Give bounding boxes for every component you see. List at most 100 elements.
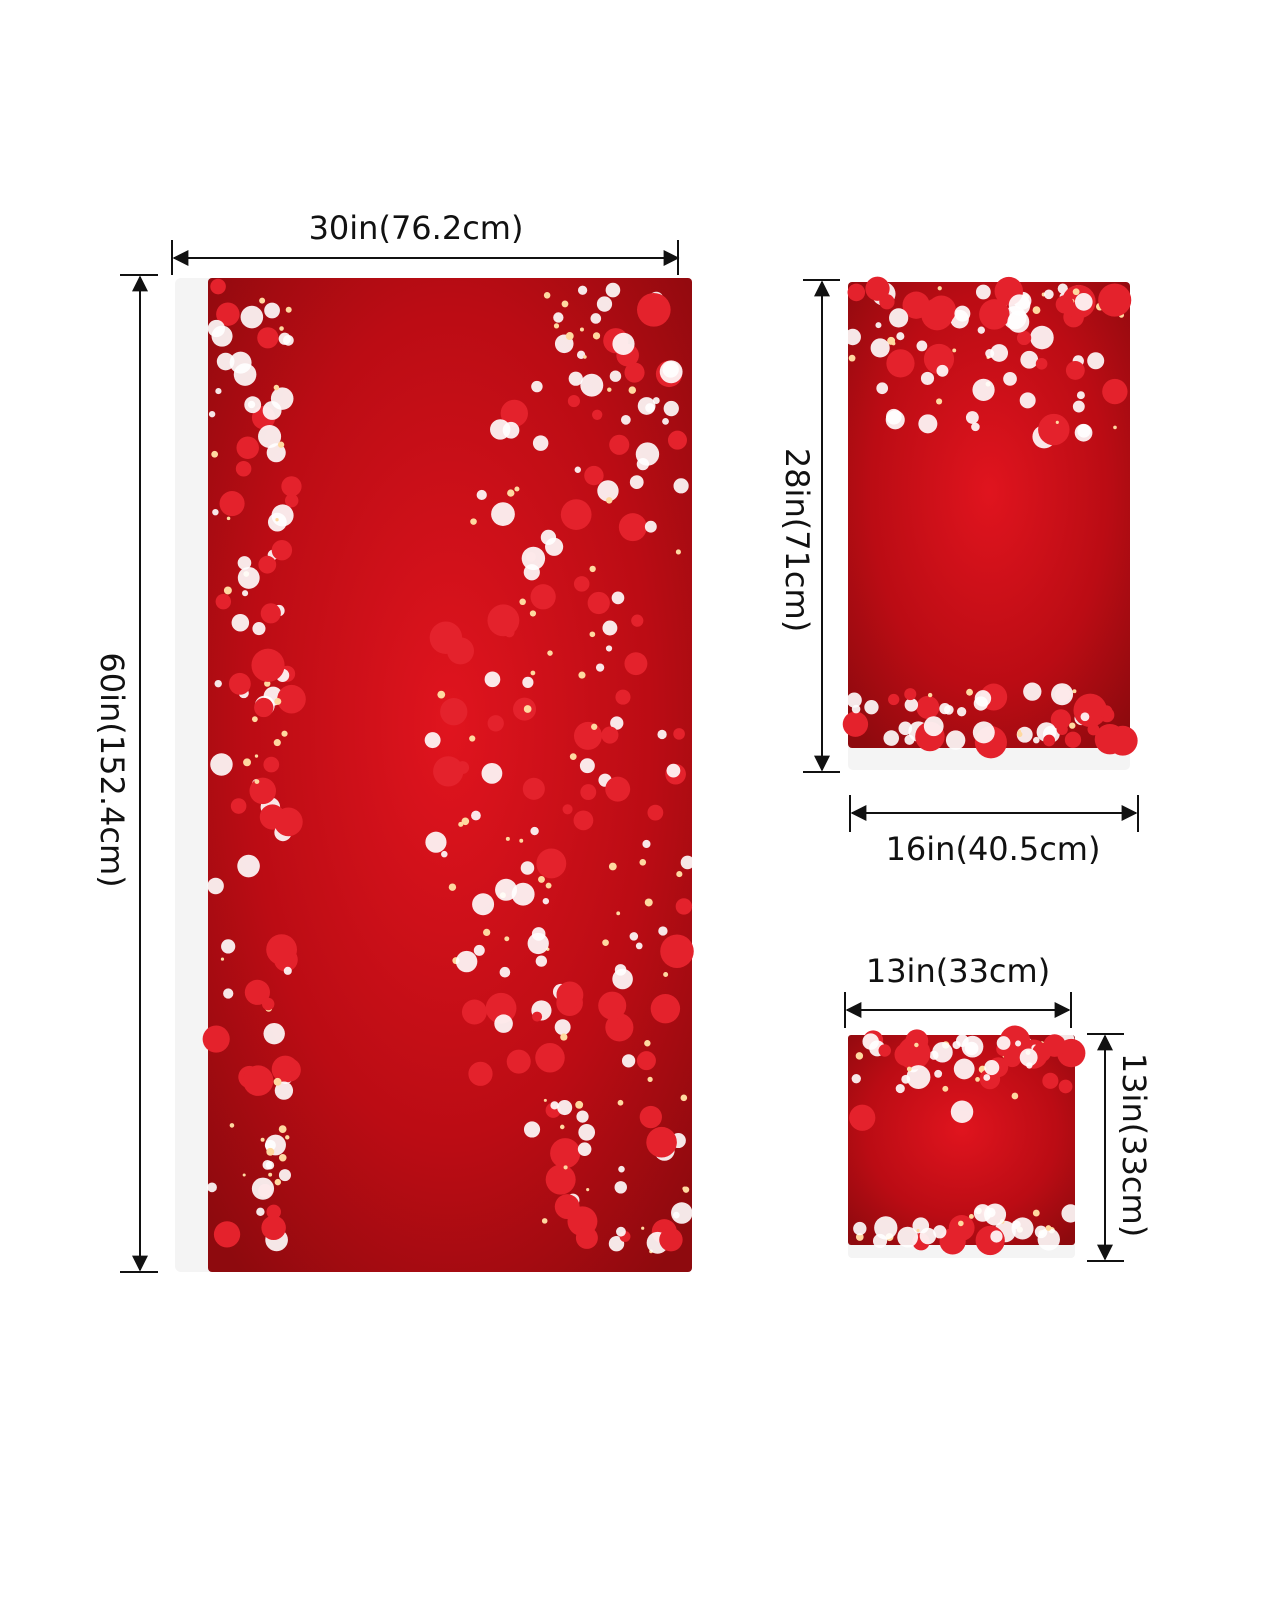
snowflake (271, 504, 294, 527)
snowflake (573, 576, 590, 592)
width-label: 30in(76.2cm) (309, 209, 524, 247)
snowflake (266, 1204, 281, 1220)
towel-body (848, 282, 1130, 748)
snowflake (612, 332, 635, 355)
snowflake (605, 1013, 634, 1042)
snowflake (523, 1121, 541, 1138)
sparkle (259, 297, 266, 304)
sparkle (1045, 1225, 1052, 1231)
snowflake (979, 299, 1010, 330)
snowflake (961, 1035, 984, 1058)
snowflake (1003, 1049, 1022, 1068)
snowflake (214, 679, 222, 688)
height-label: 13in(33cm) (1115, 1053, 1153, 1237)
snowflake (601, 726, 619, 744)
snowflake (221, 939, 236, 954)
snowflake (587, 591, 610, 615)
snowflake (1011, 1217, 1034, 1240)
snowflake (210, 278, 226, 295)
sparkle (223, 586, 232, 595)
snowflake (244, 979, 270, 1005)
sparkle (275, 518, 279, 522)
sparkle (579, 327, 584, 332)
snowflake (612, 968, 633, 990)
snowflake (278, 1169, 291, 1182)
height-label: 60in(152.4cm) (93, 652, 131, 887)
sparkle (254, 779, 260, 785)
snowflake (1035, 357, 1048, 370)
snowflake (545, 537, 564, 556)
snowflake (283, 334, 294, 346)
sparkle (561, 300, 569, 308)
snowflake (886, 408, 902, 425)
snowflake (264, 302, 280, 319)
snowflake (953, 1058, 975, 1080)
snowflake (904, 688, 917, 701)
snowflake (876, 382, 889, 395)
snowflake (1074, 292, 1093, 311)
snowflake (673, 478, 689, 494)
snowflake (1043, 734, 1056, 747)
snowflake (1061, 1204, 1080, 1223)
sparkle (251, 716, 258, 723)
snowflake (635, 942, 643, 950)
snowflake (1057, 283, 1068, 294)
snowflake (271, 1055, 299, 1083)
sparkle (916, 1228, 920, 1232)
sparkle (569, 753, 577, 760)
snowflake (933, 1225, 947, 1239)
sparkle (273, 1077, 282, 1086)
snowflake (1076, 391, 1085, 400)
sparkle (448, 883, 457, 891)
snowflake (660, 934, 694, 969)
snowflake-pattern (849, 1025, 1086, 1256)
snowflake (446, 637, 475, 665)
snowflake (219, 491, 245, 517)
snowflake (663, 400, 679, 417)
snowflake (499, 966, 511, 978)
snowflake (485, 992, 517, 1024)
snowflake (1042, 1072, 1059, 1089)
snowflake (635, 442, 660, 466)
sparkle (523, 705, 532, 713)
snowflake (624, 362, 645, 383)
sparkle (273, 739, 281, 747)
sparkle (545, 882, 552, 889)
snowflake (424, 732, 441, 749)
snowflake (883, 730, 900, 746)
snowflake (1015, 1040, 1022, 1047)
snowflake (575, 1226, 598, 1249)
snowflake (213, 1221, 241, 1248)
snowflake (614, 1181, 627, 1194)
sparkle (266, 1147, 275, 1156)
sparkle (254, 754, 259, 758)
snowflake (468, 1061, 493, 1086)
snowflake (990, 344, 1009, 362)
snowflake (590, 313, 602, 324)
sparkle (966, 688, 973, 696)
snowflake (874, 1216, 898, 1240)
sparkle (617, 1099, 624, 1106)
sparkle (285, 306, 292, 313)
snowflake (207, 1182, 217, 1193)
snowflake (896, 332, 905, 341)
snowflake (889, 308, 909, 328)
height-label: 28in(71cm) (778, 448, 816, 632)
snowflake (577, 1142, 592, 1156)
snowflake (592, 409, 603, 420)
snowflake (985, 349, 995, 359)
snowflake (242, 590, 249, 597)
snowflake (666, 763, 681, 778)
snowflake (609, 370, 622, 382)
sparkle (586, 1188, 590, 1192)
snowflake (262, 1159, 273, 1170)
snowflake (237, 566, 260, 589)
snowflake (853, 1221, 867, 1236)
snowflake (562, 804, 573, 815)
width-label: 16in(40.5cm) (886, 830, 1101, 868)
snowflake (842, 711, 869, 737)
snowflake (605, 282, 621, 298)
snowflake (886, 349, 915, 378)
sparkle (887, 336, 896, 345)
